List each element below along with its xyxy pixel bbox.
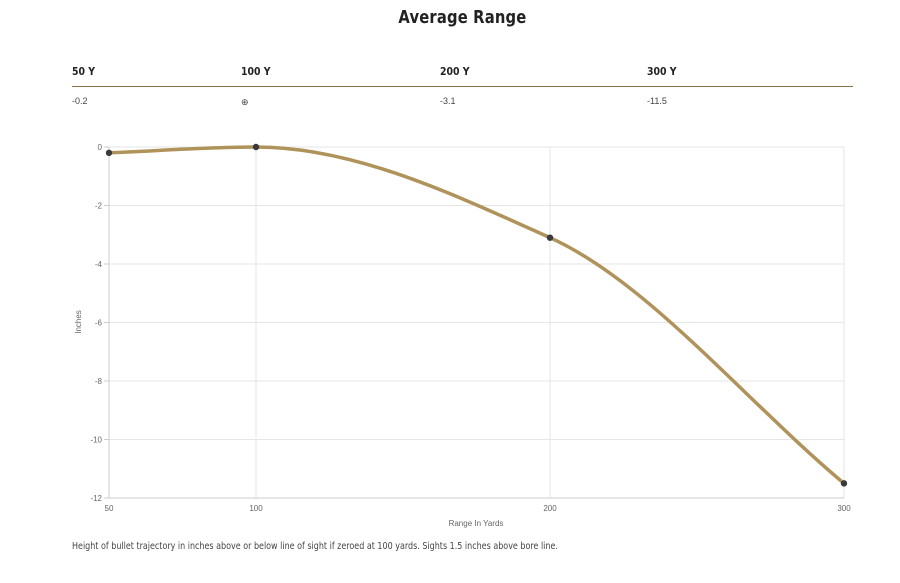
y-tick-label: -12 xyxy=(90,494,102,503)
y-tick-label: -6 xyxy=(95,319,103,328)
y-tick-label: -8 xyxy=(95,377,103,386)
x-tick-label: 100 xyxy=(249,504,263,513)
x-axis-label: Range In Yards xyxy=(449,519,504,528)
range-header-100: 100 Y xyxy=(241,65,271,78)
chart-grid xyxy=(108,146,845,499)
range-value-50: -0.2 xyxy=(72,96,88,106)
x-tick-label: 300 xyxy=(837,504,851,513)
trajectory-point-300 xyxy=(840,480,848,487)
y-tick-label: -4 xyxy=(95,260,103,269)
range-table-values: -0.2 ⊕ -3.1 -11.5 xyxy=(72,93,853,109)
y-tick-label: 0 xyxy=(98,143,103,152)
trajectory-line xyxy=(107,145,846,486)
x-tick-label: 50 xyxy=(105,504,114,513)
range-value-200: -3.1 xyxy=(440,96,456,106)
footnote: Height of bullet trajectory in inches ab… xyxy=(72,541,558,552)
y-tick-label: -2 xyxy=(95,202,103,211)
range-header-200: 200 Y xyxy=(440,65,470,78)
trajectory-point-50 xyxy=(105,149,113,157)
trajectory-points xyxy=(105,143,848,487)
trajectory-point-100 xyxy=(252,143,260,151)
x-tick-label: 200 xyxy=(543,504,557,513)
y-axis-label: Inches xyxy=(74,310,83,334)
range-table-header: 50 Y 100 Y 200 Y 300 Y xyxy=(72,62,853,87)
y-tick-label: -10 xyxy=(90,436,102,445)
range-table: 50 Y 100 Y 200 Y 300 Y -0.2 ⊕ -3.1 -11.5 xyxy=(72,62,853,112)
chart-title: Average Range xyxy=(398,7,527,28)
range-value-300: -11.5 xyxy=(647,96,667,106)
chart-axes xyxy=(104,146,844,499)
range-header-300: 300 Y xyxy=(647,65,677,78)
trajectory-point-200 xyxy=(546,234,554,241)
range-header-50: 50 Y xyxy=(72,65,96,78)
zero-crosshair-icon: ⊕ xyxy=(241,97,249,107)
